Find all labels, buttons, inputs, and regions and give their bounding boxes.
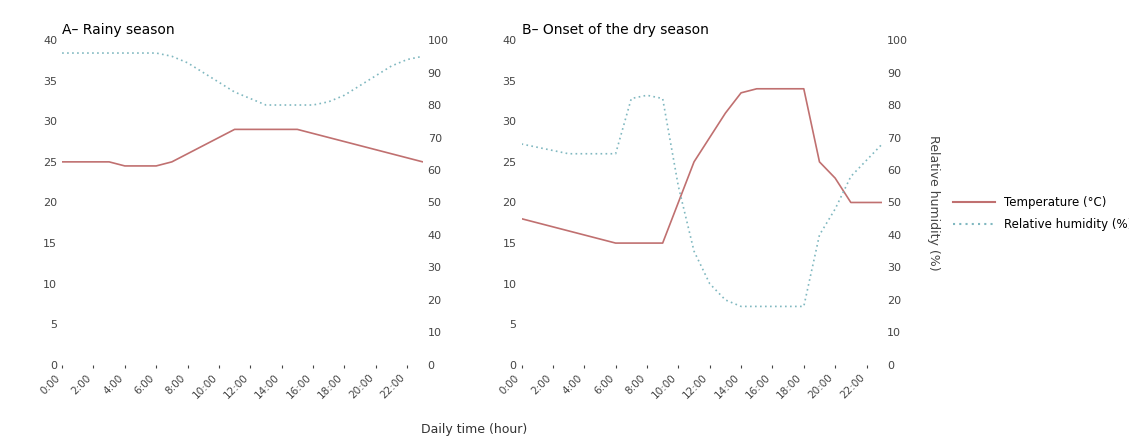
Y-axis label: Relative humidity (%): Relative humidity (%) — [928, 135, 940, 270]
Legend: Temperature (°C), Relative humidity (%): Temperature (°C), Relative humidity (%) — [948, 191, 1129, 236]
Text: B– Onset of the dry season: B– Onset of the dry season — [522, 24, 708, 37]
Text: A– Rainy season: A– Rainy season — [62, 24, 175, 37]
Text: Daily time (hour): Daily time (hour) — [421, 423, 527, 436]
